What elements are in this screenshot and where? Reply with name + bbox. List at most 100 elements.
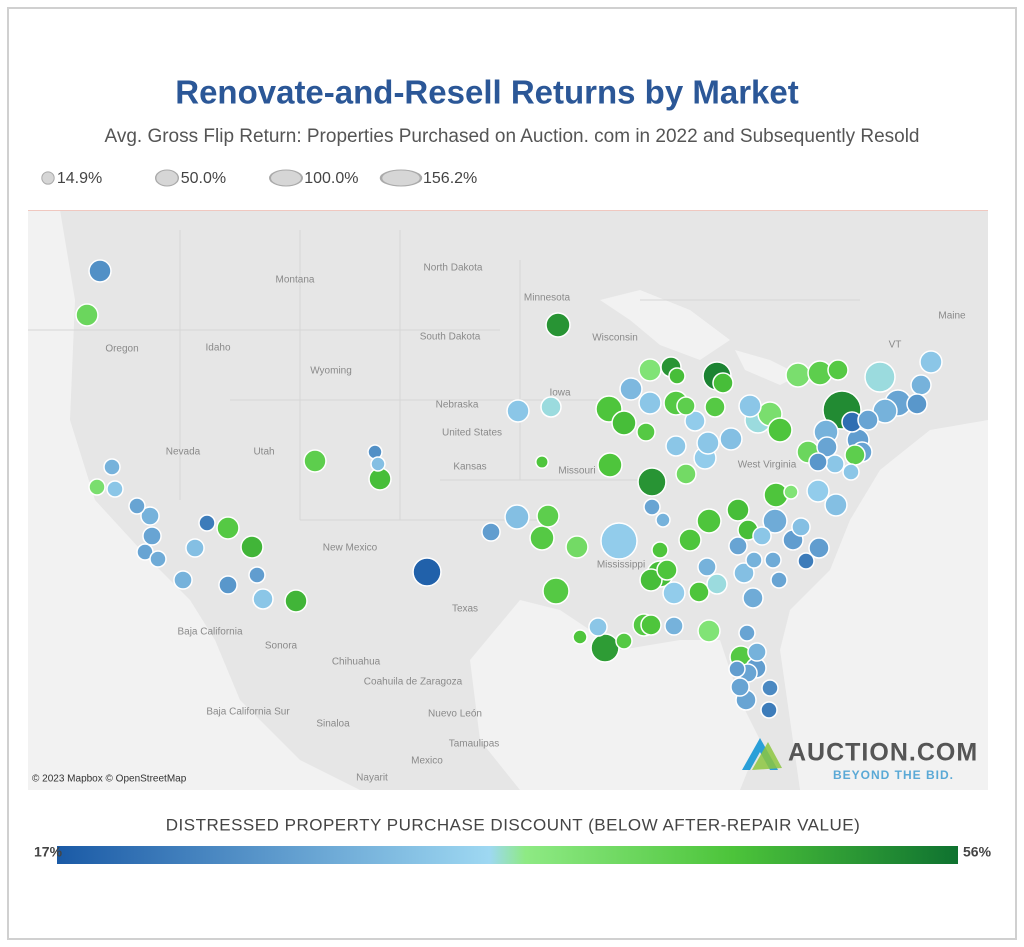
gulf-of-mexico <box>470 600 760 790</box>
market-bubble <box>827 359 849 381</box>
market-bubble <box>481 522 501 542</box>
market-bubble <box>910 374 932 396</box>
market-bubble <box>140 506 160 526</box>
market-bubble <box>284 589 308 613</box>
place-label: North Dakota <box>424 263 483 274</box>
place-label: Nayarit <box>356 773 388 784</box>
subtitle: Avg. Gross Flip Return: Properties Purch… <box>105 126 920 147</box>
place-label: West Virginia <box>738 460 797 471</box>
market-bubble <box>615 632 633 650</box>
size-legend-symbol <box>41 171 55 185</box>
size-legend-symbol <box>154 169 180 187</box>
size-legend-label: 50.0% <box>181 170 226 187</box>
market-bubble <box>668 367 686 385</box>
place-label: Tamaulipas <box>449 739 500 750</box>
place-label: Baja California <box>177 627 242 638</box>
place-label: United States <box>442 428 502 439</box>
market-bubble <box>142 526 162 546</box>
color-ramp <box>57 846 958 864</box>
place-label: Sinaloa <box>316 719 350 730</box>
market-bubble <box>572 629 588 645</box>
market-bubble <box>252 588 274 610</box>
size-legend-label: 14.9% <box>57 170 102 187</box>
place-label: Texas <box>452 604 478 615</box>
market-bubble <box>590 633 620 663</box>
market-bubble <box>730 677 750 697</box>
market-bubble <box>611 410 637 436</box>
place-label: Missouri <box>558 466 595 477</box>
market-bubble <box>785 362 811 388</box>
market-bubble <box>636 422 656 442</box>
market-bubble <box>619 377 643 401</box>
market-bubble <box>655 512 671 528</box>
market-bubble <box>173 570 193 590</box>
market-bubble <box>747 642 767 662</box>
place-label: Oregon <box>105 344 138 355</box>
place-label: Mexico <box>411 756 443 767</box>
market-bubble <box>712 372 734 394</box>
logo-tagline: BEYOND THE BID. <box>833 768 954 782</box>
market-bubble <box>808 452 828 472</box>
place-label: Nevada <box>166 447 201 458</box>
market-bubble <box>825 454 845 474</box>
market-bubble <box>128 497 146 515</box>
market-bubble <box>770 571 788 589</box>
market-bubble <box>678 528 702 552</box>
place-label: Kansas <box>453 462 486 473</box>
market-bubble <box>816 436 838 458</box>
market-bubble <box>218 575 238 595</box>
place-label: Coahuila de Zaragoza <box>364 677 463 688</box>
place-label: Utah <box>253 447 274 458</box>
pacific-ocean <box>28 210 360 790</box>
place-label: Idaho <box>205 343 230 354</box>
market-bubble <box>745 551 763 569</box>
market-bubble <box>738 394 762 418</box>
market-bubble <box>639 568 663 592</box>
color-legend-min: 17% <box>34 844 63 860</box>
market-bubble <box>412 557 442 587</box>
market-bubble <box>696 508 722 534</box>
market-bubble <box>540 396 562 418</box>
place-label: South Dakota <box>420 332 481 343</box>
place-label: Wisconsin <box>592 333 638 344</box>
logo-mark-accent <box>752 742 782 770</box>
logo: AUCTION.COM BEYOND THE BID. <box>742 738 978 782</box>
atlantic-ocean <box>780 420 988 790</box>
market-bubble <box>706 573 728 595</box>
place-label: Sonora <box>265 641 298 652</box>
market-bubble <box>149 550 167 568</box>
market-bubble <box>506 399 530 423</box>
market-bubble <box>216 516 240 540</box>
place-label: Mississippi <box>597 560 645 571</box>
market-bubble <box>643 498 661 516</box>
market-bubble <box>726 498 750 522</box>
market-bubble <box>762 508 788 534</box>
market-bubble <box>88 259 112 283</box>
market-bubble <box>303 449 327 473</box>
market-bubble <box>824 493 848 517</box>
market-bubble <box>535 455 549 469</box>
market-bubble <box>640 614 662 636</box>
market-bubble <box>767 417 793 443</box>
market-bubble <box>696 431 720 455</box>
market-bubble <box>738 624 756 642</box>
market-bubble <box>656 559 678 581</box>
market-bubble <box>529 525 555 551</box>
market-bubble <box>75 303 99 327</box>
market-bubble <box>808 537 830 559</box>
place-label: Nebraska <box>436 400 479 411</box>
market-bubble <box>637 467 667 497</box>
market-bubble <box>545 312 571 338</box>
color-legend-title: DISTRESSED PROPERTY PURCHASE DISCOUNT (B… <box>166 815 861 834</box>
place-label: Chihuahua <box>332 657 381 668</box>
logo-name: AUCTION.COM <box>788 739 978 767</box>
market-bubble <box>728 536 748 556</box>
place-label: Wyoming <box>310 366 352 377</box>
market-bubble <box>864 361 896 393</box>
market-bubble <box>248 566 266 584</box>
market-bubble <box>791 517 811 537</box>
market-bubble <box>103 458 121 476</box>
place-label: Iowa <box>549 388 571 399</box>
market-bubble <box>684 410 706 432</box>
